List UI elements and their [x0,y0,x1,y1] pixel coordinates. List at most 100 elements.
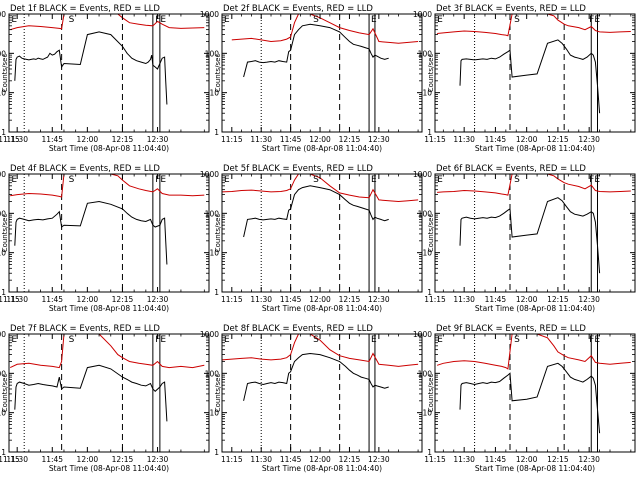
y-tick-label: 10 [0,249,6,258]
x-tick-label: 12:30 [368,455,390,464]
chart-title: Det 5f BLACK = Events, RED = LLD [223,164,373,174]
plot-frame [8,13,210,133]
x-tick-label: 12:30 [147,455,169,464]
series-lld-line [222,334,419,367]
series-lld-line [222,174,419,203]
chart-title: Det 1f BLACK = Events, RED = LLD [10,4,160,14]
event-marker-label: S [69,15,75,25]
event-marker-label: E [11,335,17,345]
chart-title: Det 3f BLACK = Events, RED = LLD [436,4,586,14]
event-marker-label: S [69,175,75,185]
y-tick-label: 10 [209,89,219,98]
plot-frame [434,333,636,453]
x-tick-label: 11:30 [453,455,475,464]
plot-frame [221,333,423,453]
x-tick-label: 11:15 [424,455,446,464]
x-axis-label: Start Time (08-Apr-08 11:04:40) [262,464,382,473]
detector-panel-3: Det 3f BLACK = Events, RED = LLD Counts/s… [413,4,636,153]
x-tick-label: 12:30 [147,135,169,144]
y-tick-label: 100 [0,49,6,58]
plot-frame [8,173,210,293]
y-tick-label: 10 [422,249,432,258]
series-group [437,174,631,274]
x-tick-label: 12:30 [368,135,390,144]
y-tick-label: 1 [427,128,432,137]
detector-panel-2: Det 2f BLACK = Events, RED = LLD Counts/s… [200,4,423,153]
y-tick-label: 1 [427,288,432,297]
y-tick-label: 100 [205,209,220,218]
x-tick-label: 12:15 [112,455,134,464]
x-tick-label: 12:00 [77,455,99,464]
x-axis-label: Start Time (08-Apr-08 11:04:40) [262,304,382,313]
x-tick-label: 12:00 [516,295,538,304]
event-marker-label: S [514,15,520,25]
x-tick-label: 12:00 [77,135,99,144]
x-tick-label: 12:00 [77,295,99,304]
y-tick-label: 10 [0,409,6,418]
chart-title: Det 2f BLACK = Events, RED = LLD [223,4,373,14]
x-tick-label: 11:45 [41,135,63,144]
y-tick-label: 100 [0,369,6,378]
series-events-line [459,362,601,434]
y-axis-label: Counts/sec [214,214,222,253]
x-tick-label: 11:15 [221,295,243,304]
series-group [9,334,205,422]
chart-title: Det 6f BLACK = Events, RED = LLD [436,164,586,174]
y-tick-label: 10 [209,249,219,258]
x-tick-label: 11:45 [41,455,63,464]
y-tick-label: 100 [418,209,433,218]
y-axis-label: Counts/sec [427,214,435,253]
y-tick-label: 100 [205,49,220,58]
chart-title: Det 8f BLACK = Events, RED = LLD [223,324,373,334]
event-marker-label: S [514,175,520,185]
series-events-line [459,39,601,114]
x-tick-label: 12:00 [309,295,331,304]
series-lld-line [437,174,631,196]
chart-title: Det 4f BLACK = Events, RED = LLD [10,164,160,174]
x-tick-label: 11:30 [6,295,28,304]
x-tick-label: 11:45 [485,295,507,304]
x-tick-label: 12:30 [147,295,169,304]
x-tick-label: 11:45 [280,135,302,144]
series-events-line [14,200,168,265]
y-tick-label: 1000 [413,10,432,19]
y-tick-label: 1 [1,448,6,457]
series-lld-line [437,14,631,37]
x-tick-label: 11:30 [250,295,272,304]
y-tick-label: 1000 [413,330,432,339]
y-tick-label: 1 [214,288,219,297]
series-group [231,14,419,78]
event-marker-label: E [224,175,230,185]
series-events-line [459,197,601,274]
x-tick-label: 12:15 [547,295,569,304]
detector-panel-4: Det 4f BLACK = Events, RED = LLD Counts/s… [0,164,210,313]
event-marker-label: FE [155,335,166,345]
event-marker-label: S [69,335,75,345]
x-tick-label: 12:30 [578,295,600,304]
y-axis-label: Counts/sec [427,54,435,93]
y-tick-label: 1000 [0,10,6,19]
event-marker-label: E [11,175,17,185]
y-axis-label: Counts/sec [1,374,9,413]
y-tick-label: 1000 [0,330,6,339]
x-tick-label: 12:15 [339,455,361,464]
x-tick-label: 11:45 [485,135,507,144]
event-marker-label: FE [155,175,166,185]
series-group [222,334,419,401]
x-tick-label: 12:15 [112,135,134,144]
y-axis-label: Counts/sec [214,374,222,413]
plot-frame [434,13,636,133]
y-tick-label: 1000 [0,170,6,179]
x-tick-label: 12:30 [578,135,600,144]
x-tick-label: 11:15 [0,455,20,464]
event-marker-label: E [224,15,230,25]
event-marker-label: E [437,335,443,345]
x-tick-label: 11:15 [424,135,446,144]
y-tick-label: 100 [205,369,220,378]
x-tick-label: 11:15 [0,135,20,144]
x-tick-label: 11:15 [221,455,243,464]
series-group [10,14,205,105]
x-tick-label: 11:15 [0,295,20,304]
x-tick-label: 11:30 [453,295,475,304]
